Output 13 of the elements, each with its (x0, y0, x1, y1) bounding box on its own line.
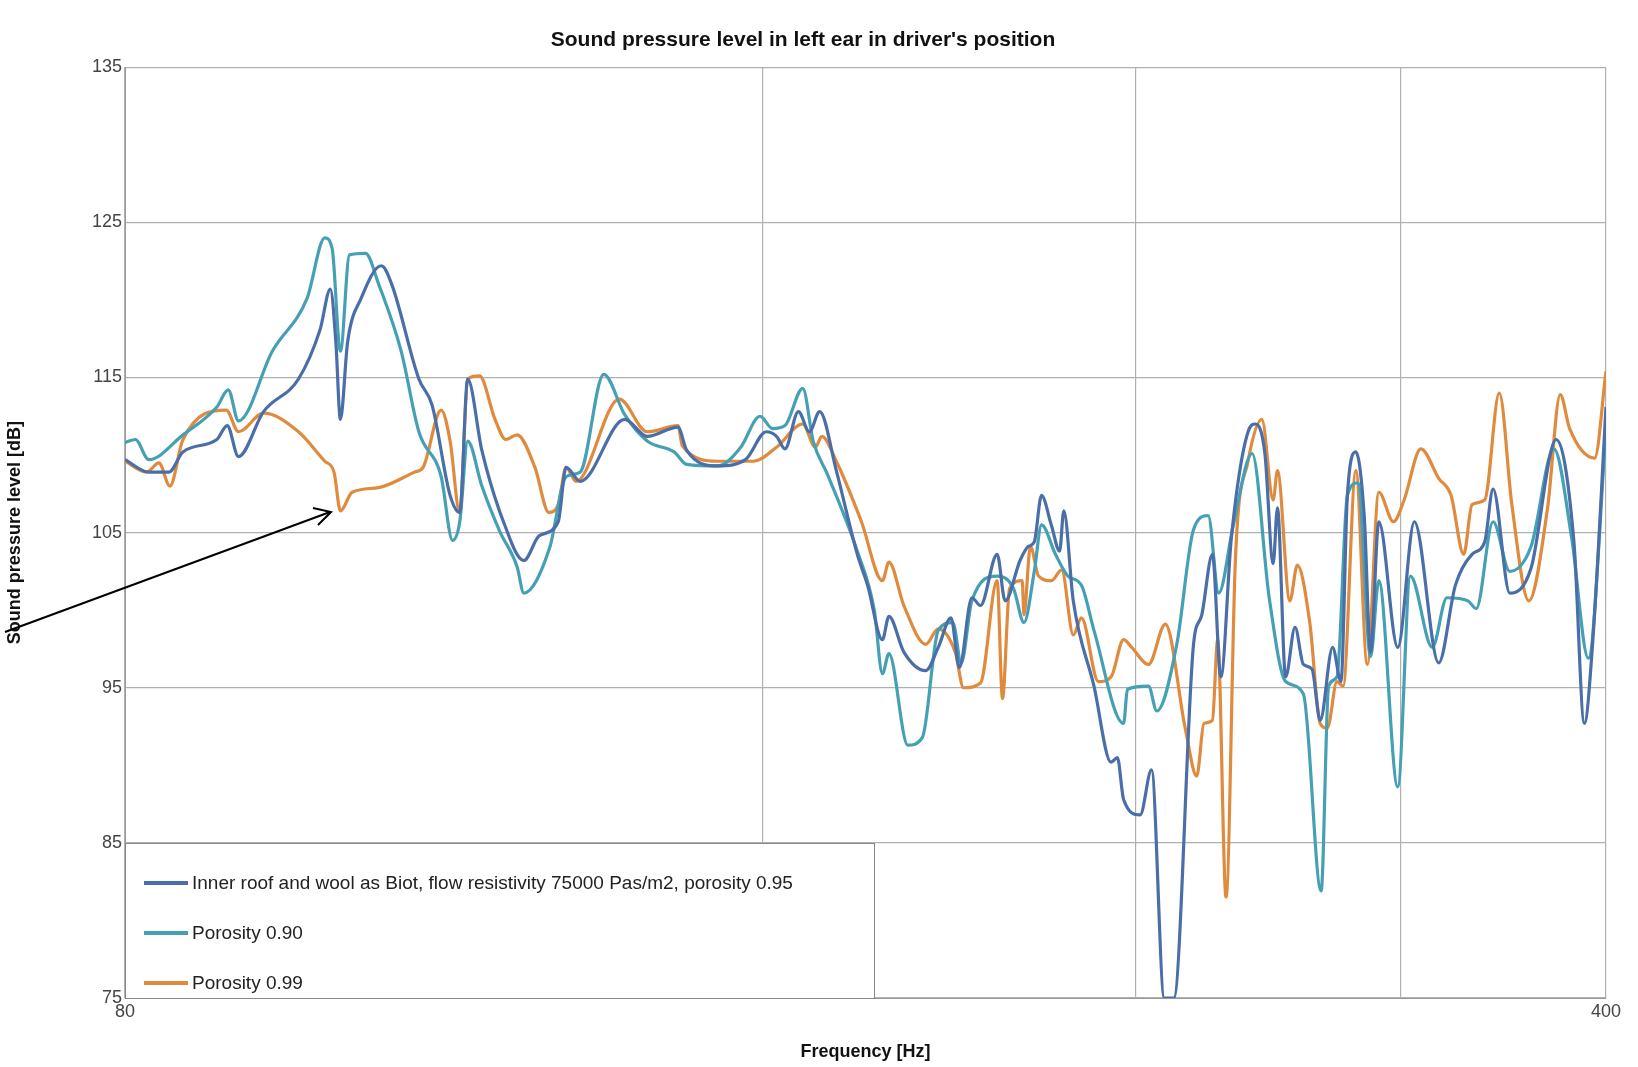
y-axis-title: Sound pressure level [dB] (3, 421, 24, 645)
y-tick-label: 115 (93, 366, 122, 387)
x-axis-title: Frequency [Hz] (800, 1041, 931, 1062)
y-tick-label: 95 (101, 676, 122, 697)
x-tick-label: 400 (1590, 1000, 1622, 1021)
y-tick-label: 85 (101, 831, 122, 852)
y-tick-label: 105 (91, 521, 122, 542)
legend-label: Inner roof and wool as Biot, flow resistivity 75000 Pas/m2, porosity 0.95 (192, 872, 793, 894)
y-tick-label: 135 (91, 56, 122, 77)
y-tick-label: 125 (91, 211, 122, 232)
legend-label: Porosity 0.99 (192, 972, 303, 994)
chart-title: Sound pressure level in left ear in driver's position (550, 27, 1056, 51)
legend-label: Porosity 0.90 (192, 922, 303, 944)
